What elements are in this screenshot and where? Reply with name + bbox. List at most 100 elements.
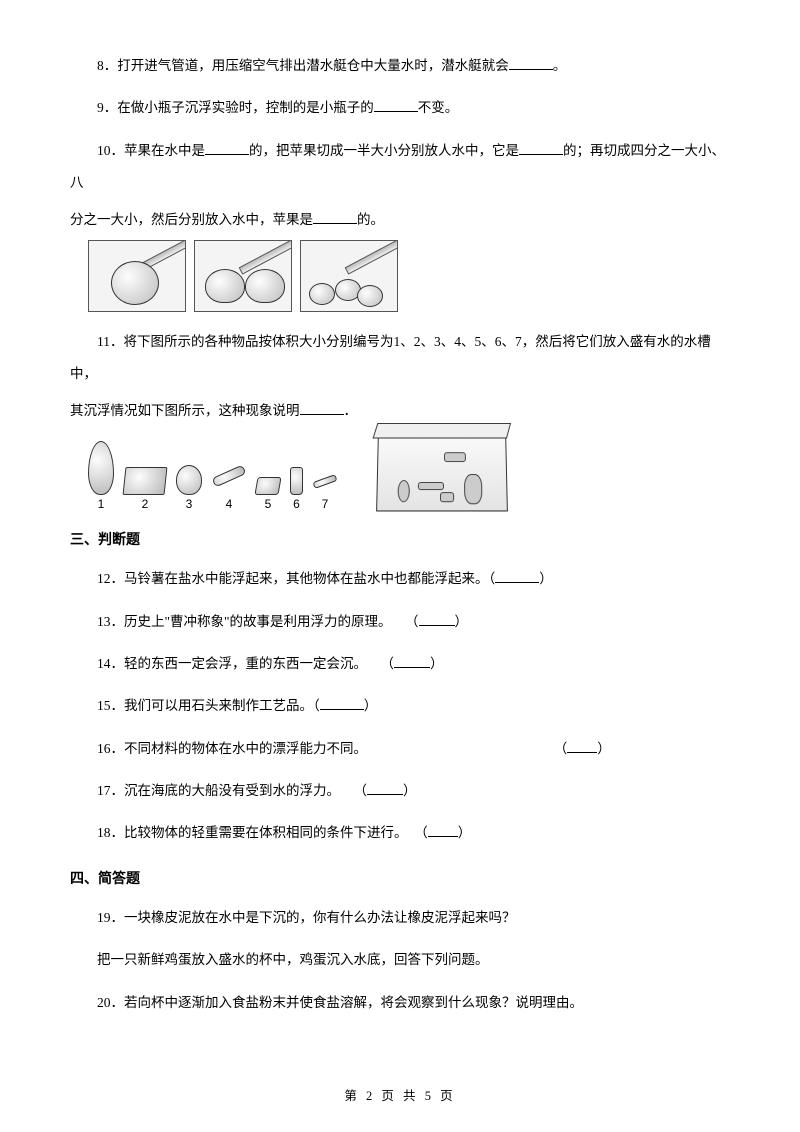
footer-c: 页 <box>440 1089 456 1103</box>
item-4: 4 <box>212 471 246 511</box>
q12-close: ） <box>539 571 553 586</box>
q11-images: 1 2 3 4 5 6 7 <box>88 433 730 511</box>
q18-open: （ <box>414 825 428 840</box>
q17-blank[interactable] <box>367 781 403 795</box>
bottle-icon <box>290 467 303 495</box>
q16-text: ．不同材料的物体在水中的漂浮能力不同。 <box>111 741 368 756</box>
q11-b: ． <box>344 403 358 418</box>
question-10-line2: 分之一大小，然后分别放入水中，苹果是 的。 <box>70 204 730 236</box>
q19b-text: 把一只新鲜鸡蛋放入盛水的杯中，鸡蛋沉入水底，回答下列问题。 <box>97 952 489 967</box>
q16-close: ） <box>597 741 611 756</box>
q14-open: （ <box>381 656 395 671</box>
q18-close: ） <box>458 825 472 840</box>
q10-d: 的。 <box>357 212 384 227</box>
q15-blank[interactable] <box>320 696 364 710</box>
q12-num: 12 <box>97 571 111 586</box>
section-4-heading: 四、简答题 <box>70 868 730 888</box>
section-3-heading: 三、判断题 <box>70 529 730 549</box>
q15-close: ） <box>364 698 378 713</box>
screw-icon <box>313 474 338 489</box>
tank-obj <box>398 480 410 502</box>
question-8: 8．打开进气管道，用压缩空气排出潜水艇仓中大量水时，潜水艇就会。 <box>70 50 730 82</box>
q17-num: 17 <box>97 783 111 798</box>
items-group: 1 2 3 4 5 6 7 <box>88 441 337 511</box>
seed-icon <box>176 465 202 495</box>
apple-quarter <box>357 285 383 307</box>
item-3: 3 <box>176 465 202 511</box>
q8-text-b: 。 <box>553 58 567 73</box>
carrot-icon <box>88 441 114 495</box>
q17-text: ．沉在海底的大船没有受到水的浮力。 <box>111 783 341 798</box>
question-11-line1: 11．将下图所示的各种物品按体积大小分别编号为1、2、3、4、5、6、7，然后将… <box>70 326 730 391</box>
apple-quarter-panel <box>300 240 398 312</box>
apple-half-panel <box>194 240 292 312</box>
q10-a: ．苹果在水中是 <box>111 143 206 158</box>
q13-close: ） <box>455 614 469 629</box>
q10-line2: 分之一大小，然后分别放入水中，苹果是 <box>70 212 313 227</box>
tank-obj <box>444 452 466 462</box>
q20-text: ．若向杯中逐渐加入食盐粉末并使食盐溶解，将会观察到什么现象？说明理由。 <box>111 995 584 1010</box>
q8-blank[interactable] <box>509 56 553 70</box>
q16-blank[interactable] <box>567 739 597 753</box>
item-label: 1 <box>98 497 105 511</box>
question-20: 20．若向杯中逐渐加入食盐粉末并使食盐溶解，将会观察到什么现象？说明理由。 <box>70 987 730 1019</box>
apple-half <box>205 269 245 303</box>
question-17: 17．沉在海底的大船没有受到水的浮力。 （ ） <box>70 775 730 807</box>
q13-blank[interactable] <box>419 612 455 626</box>
item-5: 5 <box>256 477 280 511</box>
q10-blank2[interactable] <box>519 141 563 155</box>
page-footer: 第 2 页 共 5 页 <box>0 1085 800 1104</box>
item-label: 4 <box>226 497 233 511</box>
question-16: 16．不同材料的物体在水中的漂浮能力不同。 （ ） <box>70 733 730 765</box>
question-19: 19．一块橡皮泥放在水中是下沉的，你有什么办法让橡皮泥浮起来吗？ <box>70 902 730 934</box>
item-6: 6 <box>290 467 303 511</box>
question-9: 9．在做小瓶子沉浮实验时，控制的是小瓶子的不变。 <box>70 92 730 124</box>
q10-num: 10 <box>97 143 111 158</box>
q9-text-b: 不变。 <box>418 100 459 115</box>
q14-blank[interactable] <box>394 654 430 668</box>
question-13: 13．历史上"曹冲称象"的故事是利用浮力的原理。 （） <box>70 606 730 638</box>
question-10-line1: 10．苹果在水中是的，把苹果切成一半大小分别放人水中，它是的；再切成四分之一大小… <box>70 135 730 200</box>
q15-text: ．我们可以用石头来制作工艺品。（ <box>111 698 320 713</box>
q17-open: （ <box>354 783 368 798</box>
q12-blank[interactable] <box>495 569 539 583</box>
q11-a: ．将下图所示的各种物品按体积大小分别编号为1、2、3、4、5、6、7，然后将它们… <box>70 334 711 381</box>
q10-blank3[interactable] <box>313 210 357 224</box>
q9-num: 9 <box>97 100 104 115</box>
item-label: 5 <box>265 497 272 511</box>
item-7: 7 <box>313 478 337 511</box>
water-tank <box>376 434 508 512</box>
box-icon <box>123 467 168 495</box>
q18-num: 18 <box>97 825 111 840</box>
q16-open: （ <box>554 741 568 756</box>
q10-blank1[interactable] <box>205 141 249 155</box>
item-label: 2 <box>142 497 149 511</box>
q11-blank[interactable] <box>300 401 344 415</box>
q19-num: 19 <box>97 910 111 925</box>
eraser-icon <box>254 477 281 495</box>
question-12: 12．马铃薯在盐水中能浮起来，其他物体在盐水中也都能浮起来。（） <box>70 563 730 595</box>
item-label: 3 <box>186 497 193 511</box>
tank-obj <box>418 482 444 490</box>
item-1: 1 <box>88 441 114 511</box>
q14-text: ．轻的东西一定会浮，重的东西一定会沉。 <box>111 656 368 671</box>
q18-blank[interactable] <box>428 823 458 837</box>
apple-whole-panel <box>88 240 186 312</box>
item-label: 7 <box>322 497 329 511</box>
q14-num: 14 <box>97 656 111 671</box>
q17-close: ） <box>403 783 417 798</box>
q8-text-a: ．打开进气管道，用压缩空气排出潜水艇仓中大量水时，潜水艇就会 <box>104 58 509 73</box>
apple-half <box>245 269 285 303</box>
footer-page: 2 <box>366 1089 375 1103</box>
apple-quarter <box>309 283 335 305</box>
question-18: 18．比较物体的轻重需要在体积相同的条件下进行。 （） <box>70 817 730 849</box>
q9-blank[interactable] <box>374 98 418 112</box>
item-label: 6 <box>293 497 300 511</box>
q13-text: ．历史上"曹冲称象"的故事是利用浮力的原理。 <box>111 614 392 629</box>
question-19b: 把一只新鲜鸡蛋放入盛水的杯中，鸡蛋沉入水底，回答下列问题。 <box>70 944 730 976</box>
q11-line2: 其沉浮情况如下图所示，这种现象说明 <box>70 403 300 418</box>
tank-obj <box>464 474 482 504</box>
q16-num: 16 <box>97 741 111 756</box>
apple-whole <box>111 261 159 305</box>
q19-text: ．一块橡皮泥放在水中是下沉的，你有什么办法让橡皮泥浮起来吗？ <box>111 910 516 925</box>
